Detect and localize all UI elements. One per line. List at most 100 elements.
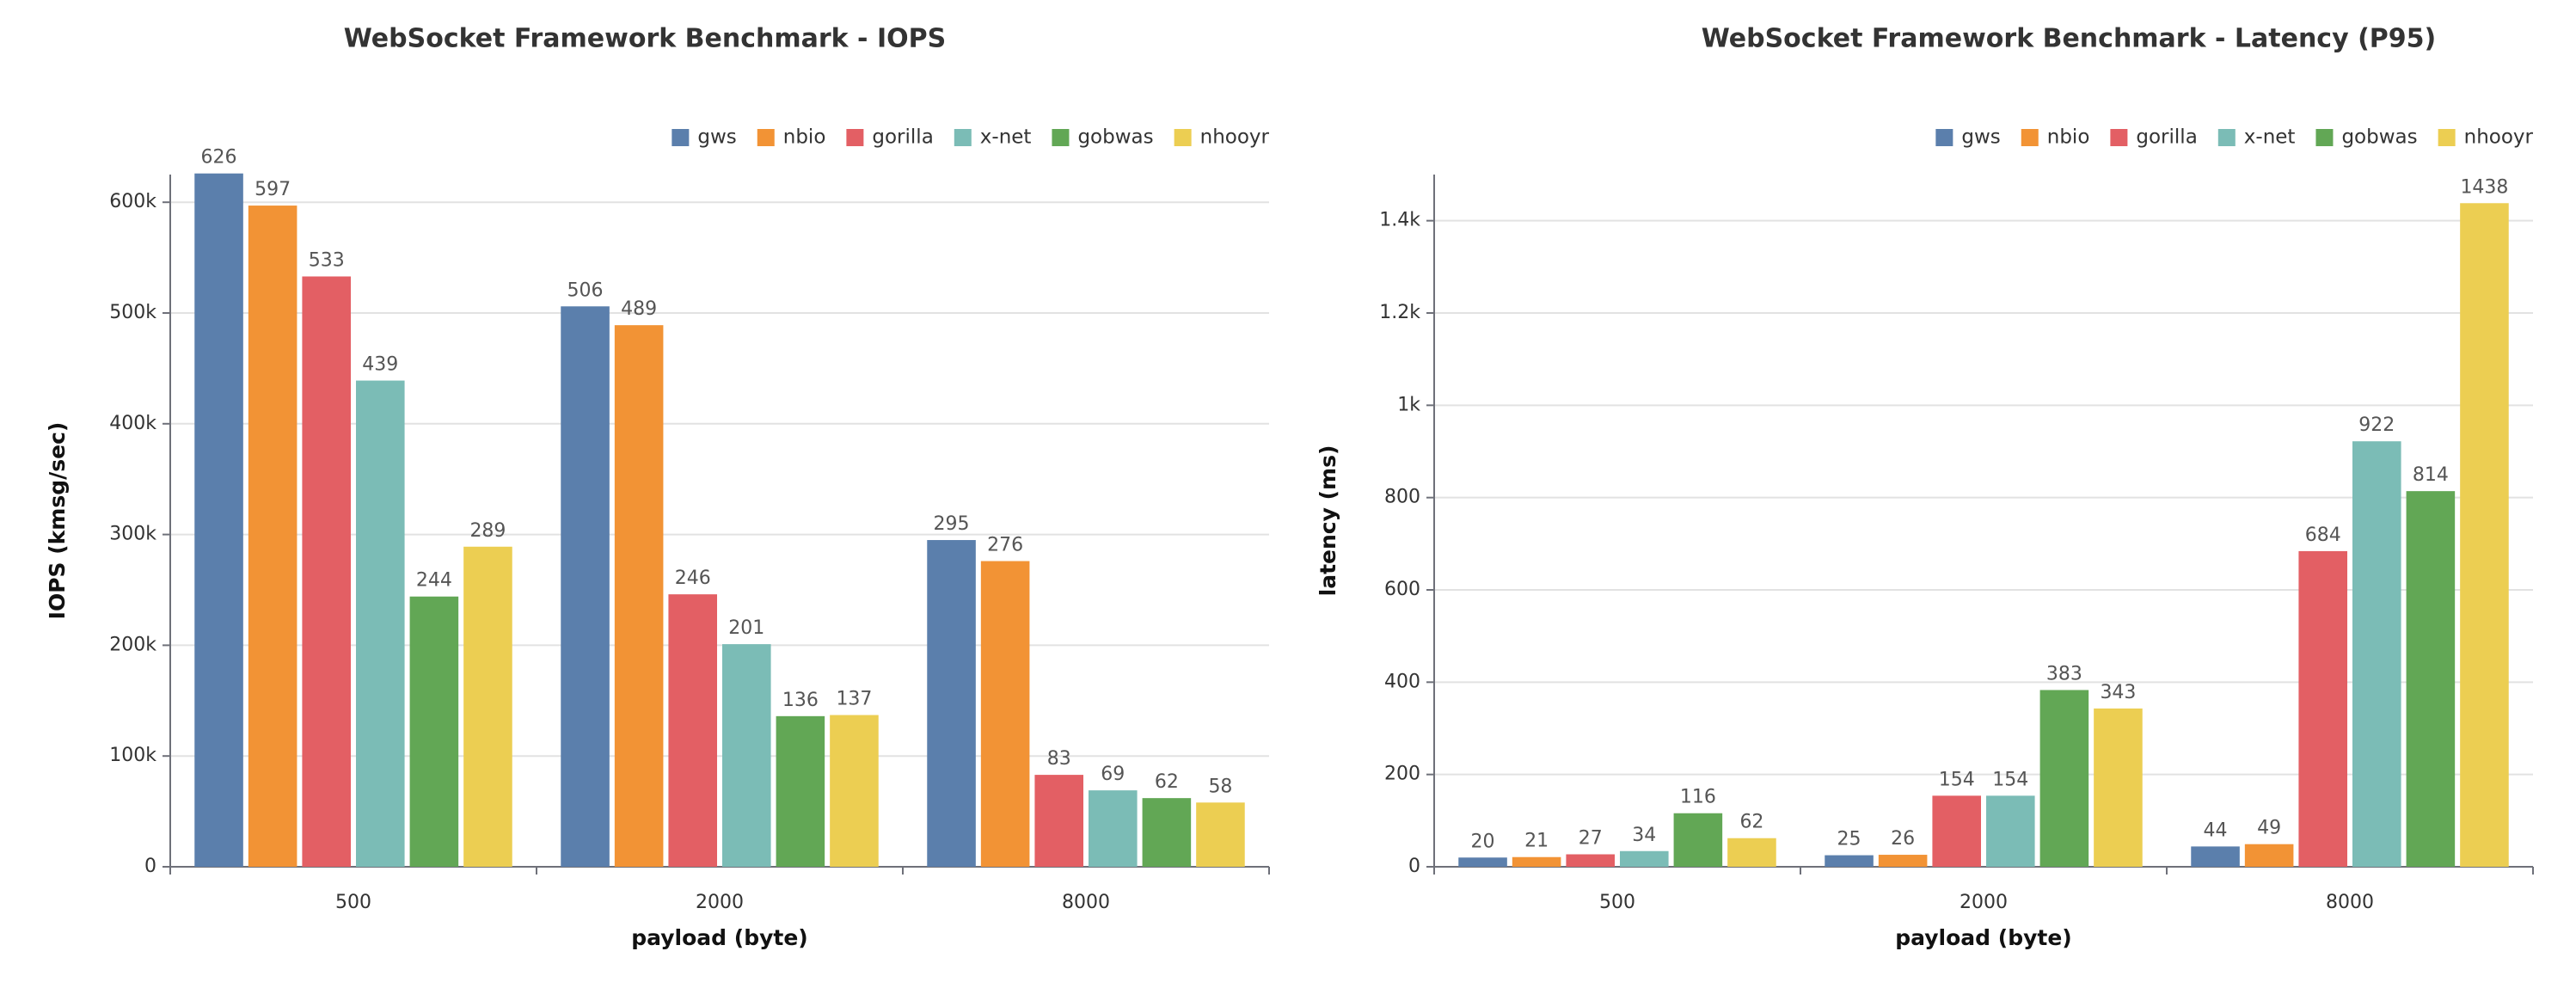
legend-swatch — [2438, 129, 2456, 146]
bar-nhooyr-2000[interactable] — [2094, 708, 2143, 867]
y-tick-label: 200k — [109, 634, 156, 655]
y-tick-label: 600k — [109, 191, 156, 212]
bar-value-label: 276 — [987, 535, 1023, 556]
bar-nbio-8000[interactable] — [2244, 844, 2294, 867]
bar-value-label: 116 — [1680, 787, 1716, 808]
bar-x-net-500[interactable] — [1620, 850, 1669, 867]
bar-gorilla-500[interactable] — [302, 276, 351, 868]
y-tick-label: 200 — [1384, 764, 1420, 785]
bar-value-label: 136 — [782, 690, 819, 711]
bar-gobwas-2000[interactable] — [2039, 690, 2089, 867]
bar-nbio-500[interactable] — [248, 206, 297, 868]
y-tick-label: 1k — [1397, 394, 1420, 415]
bar-value-label: 246 — [675, 568, 711, 589]
bar-value-label: 383 — [2046, 663, 2082, 684]
legend-swatch — [672, 129, 690, 146]
bar-value-label: 69 — [1101, 764, 1125, 785]
legend-item-nhooyr[interactable]: nhooyr — [2438, 126, 2534, 149]
legend-item-nbio[interactable]: nbio — [2021, 126, 2090, 149]
legend-item-gobwas[interactable]: gobwas — [2315, 126, 2418, 149]
chart-iops: WebSocket Framework Benchmark - IOPS 0 100… — [45, 24, 1270, 950]
bar-x-net-8000[interactable] — [2352, 441, 2401, 867]
bar-value-label: 25 — [1837, 829, 1861, 850]
y-tick-label: 1.2k — [1379, 302, 1420, 323]
bar-nhooyr-2000[interactable] — [830, 715, 879, 867]
bar-nhooyr-500[interactable] — [1727, 838, 1776, 867]
bar-value-label: 439 — [362, 354, 398, 376]
bar-value-label: 295 — [934, 513, 970, 535]
bar-gws-8000[interactable] — [927, 540, 976, 867]
bar-value-label: 62 — [1155, 771, 1179, 793]
x-tick-label: 500 — [335, 892, 371, 913]
y-tick-label: 1.4k — [1379, 210, 1420, 231]
bar-gws-2000[interactable] — [561, 306, 610, 868]
legend-swatch — [846, 129, 864, 146]
bar-gorilla-500[interactable] — [1566, 854, 1615, 867]
x-axis-title: payload (byte) — [1895, 925, 2071, 950]
chart-title: WebSocket Framework Benchmark - Latency … — [1702, 24, 2437, 54]
bar-gobwas-8000[interactable] — [2406, 491, 2456, 867]
legend-label: gorilla — [2136, 126, 2197, 149]
bar-value-label: 684 — [2305, 525, 2341, 546]
bar-gobwas-500[interactable] — [409, 596, 459, 867]
legend-label: nhooyr — [1200, 126, 1270, 149]
legend-item-x-net[interactable]: x-net — [954, 126, 1032, 149]
bar-x-net-8000[interactable] — [1089, 790, 1138, 867]
bar-nbio-500[interactable] — [1512, 856, 1561, 867]
bar-gorilla-2000[interactable] — [668, 594, 717, 867]
bar-gws-2000[interactable] — [1825, 855, 1874, 867]
bar-value-label: 26 — [1891, 828, 1915, 850]
bar-x-net-500[interactable] — [356, 380, 405, 867]
legend-item-x-net[interactable]: x-net — [2217, 126, 2296, 149]
y-tick-label: 300k — [109, 524, 156, 545]
y-tick-label: 500k — [109, 302, 156, 323]
bar-nhooyr-8000[interactable] — [1196, 802, 1245, 867]
legend-item-gorilla[interactable]: gorilla — [2110, 126, 2198, 149]
chart-title: WebSocket Framework Benchmark - IOPS — [344, 24, 946, 54]
bar-gobwas-500[interactable] — [1673, 813, 1723, 867]
bar-gobwas-8000[interactable] — [1142, 798, 1192, 867]
bar-gorilla-8000[interactable] — [1034, 775, 1083, 867]
y-tick-label: 400 — [1384, 671, 1420, 692]
bar-value-label: 597 — [255, 179, 291, 200]
bar-x-net-2000[interactable] — [1986, 795, 2035, 867]
bar-gorilla-2000[interactable] — [1932, 795, 1981, 867]
legend-swatch — [2217, 129, 2236, 146]
bar-gws-500[interactable] — [194, 173, 243, 867]
bar-value-label: 49 — [2257, 818, 2281, 839]
bar-nbio-2000[interactable] — [614, 325, 664, 868]
legend-item-nhooyr[interactable]: nhooyr — [1174, 126, 1270, 149]
legend-item-gobwas[interactable]: gobwas — [1052, 126, 1154, 149]
legend-label: x-net — [2244, 126, 2296, 149]
x-tick-label: 2000 — [696, 892, 744, 913]
legend-swatch — [2315, 129, 2334, 146]
y-tick-label: 800 — [1384, 487, 1420, 508]
bar-nbio-2000[interactable] — [1878, 855, 1928, 867]
bar-value-label: 34 — [1632, 825, 1656, 846]
bar-gorilla-8000[interactable] — [2298, 550, 2347, 867]
bar-nhooyr-8000[interactable] — [2460, 203, 2509, 868]
bar-value-label: 814 — [2413, 464, 2449, 486]
bar-value-label: 21 — [1524, 831, 1549, 852]
y-tick-label: 600 — [1384, 579, 1420, 600]
bar-nhooyr-500[interactable] — [463, 546, 512, 867]
legend-item-gws[interactable]: gws — [1935, 126, 2001, 149]
bar-gws-8000[interactable] — [2191, 846, 2240, 867]
bar-value-label: 154 — [1939, 769, 1975, 790]
x-tick-label: 8000 — [2326, 892, 2374, 913]
legend-swatch — [1935, 129, 1953, 146]
bar-value-label: 20 — [1471, 831, 1495, 852]
bar-value-label: 44 — [2204, 819, 2228, 841]
bar-value-label: 244 — [416, 570, 452, 592]
bar-value-label: 506 — [567, 279, 604, 301]
bar-x-net-2000[interactable] — [722, 644, 771, 867]
y-tick-label: 0 — [1408, 856, 1420, 877]
x-axis-title: payload (byte) — [631, 925, 807, 950]
bar-nbio-8000[interactable] — [980, 561, 1030, 867]
legend-item-nbio[interactable]: nbio — [757, 126, 826, 149]
bar-gobwas-2000[interactable] — [776, 715, 825, 867]
legend-item-gorilla[interactable]: gorilla — [846, 126, 934, 149]
legend-item-gws[interactable]: gws — [672, 126, 737, 149]
bar-gws-500[interactable] — [1458, 857, 1507, 867]
